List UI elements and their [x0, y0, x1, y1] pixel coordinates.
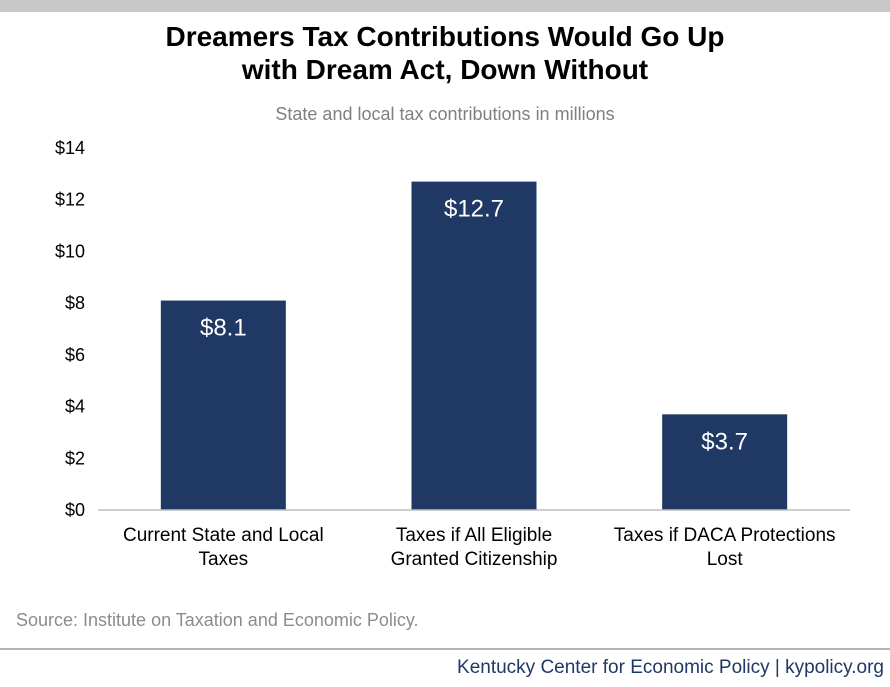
y-tick-label: $2	[65, 448, 85, 468]
x-category-label: Current State and Local	[123, 525, 324, 546]
bar	[160, 300, 286, 510]
bar-data-label: $12.7	[444, 196, 504, 223]
bar-data-label: $8.1	[200, 315, 247, 342]
credit-line: Kentucky Center for Economic Policy | ky…	[457, 657, 884, 678]
chart-subtitle: State and local tax contributions in mil…	[275, 104, 615, 124]
source-note: Source: Institute on Taxation and Econom…	[16, 610, 419, 630]
footer-divider	[0, 648, 890, 650]
x-category-label: Taxes if All Eligible	[396, 525, 552, 546]
y-tick-label: $0	[65, 500, 85, 520]
x-category-label: Lost	[707, 549, 744, 570]
bar-chart: $0 $2 $4 $6 $8 $10 $12 $14 $8.1 Current State and…	[55, 138, 850, 570]
y-tick-label: $10	[55, 241, 85, 261]
bar	[662, 414, 788, 510]
chart-title-line-1: Dreamers Tax Contributions Would Go Up	[165, 21, 725, 52]
y-tick-label: $6	[65, 345, 85, 365]
chart-title-line-2: with Dream Act, Down Without	[241, 54, 649, 85]
top-band	[0, 0, 890, 12]
y-tick-label: $12	[55, 190, 85, 210]
y-tick-label: $4	[65, 397, 85, 417]
y-tick-label: $8	[65, 293, 85, 313]
chart-title: Dreamers Tax Contributions Would Go Up w…	[0, 20, 890, 86]
x-category-label: Taxes	[199, 549, 249, 570]
bar	[411, 181, 537, 510]
x-category-label: Taxes if DACA Protections	[614, 525, 836, 546]
bar-data-label: $3.7	[701, 428, 748, 455]
x-category-label: Granted Citizenship	[391, 549, 558, 570]
y-tick-label: $14	[55, 138, 85, 158]
